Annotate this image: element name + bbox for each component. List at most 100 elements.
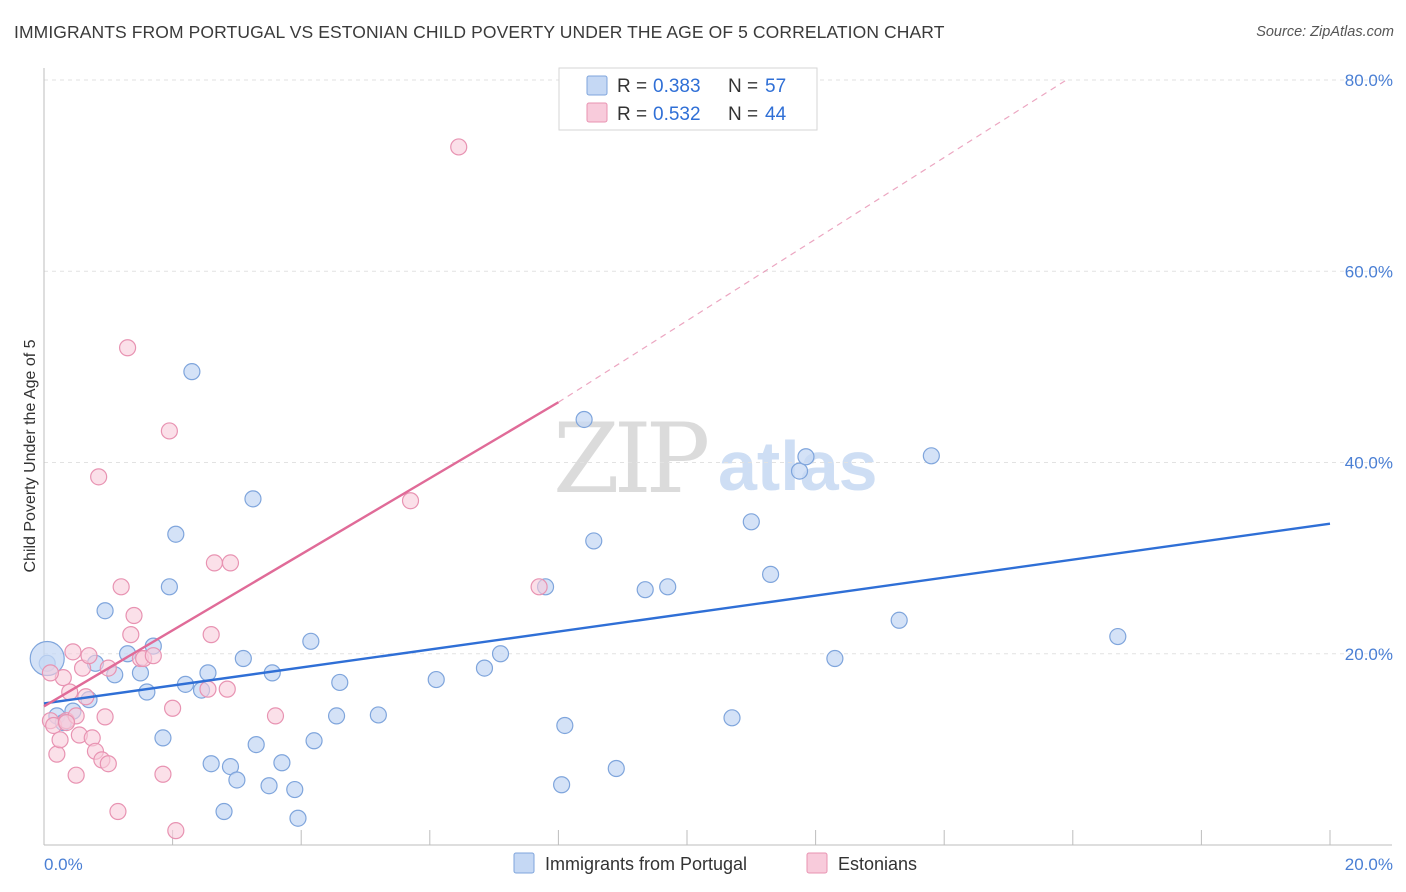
point-portugal — [475, 659, 494, 677]
point-estonians — [51, 731, 69, 749]
point-estonians — [160, 422, 178, 440]
legend-n-value-1: 57 — [765, 76, 786, 97]
point-portugal — [556, 716, 574, 735]
point-portugal — [228, 771, 246, 789]
x-tick-label: 20.0% — [1345, 855, 1393, 874]
point-portugal — [286, 780, 304, 799]
point-portugal — [260, 777, 278, 795]
point-portugal — [96, 602, 114, 620]
point-portugal — [202, 755, 220, 773]
legend-r-label-2: R = — [617, 104, 647, 125]
point-portugal — [585, 532, 603, 550]
legend-swatch-pink — [586, 102, 608, 123]
point-estonians — [167, 822, 185, 840]
y-tick-label: 20.0% — [1345, 645, 1393, 664]
point-estonians — [57, 713, 76, 732]
point-estonians — [125, 606, 143, 625]
bottom-legend-label-estonians: Estonians — [838, 854, 917, 874]
point-portugal — [247, 735, 265, 754]
point-portugal — [327, 707, 346, 725]
y-tick-label: 80.0% — [1345, 71, 1393, 90]
bottom-legend-swatch-estonians — [806, 852, 828, 874]
point-estonians — [90, 468, 108, 486]
series-estonians-points — [41, 138, 548, 840]
point-portugal — [331, 673, 349, 692]
point-estonians — [144, 647, 162, 665]
point-estonians — [202, 626, 220, 644]
point-portugal — [289, 809, 307, 827]
y-tick-label: 40.0% — [1345, 454, 1393, 473]
point-estonians — [450, 138, 468, 156]
point-estonians — [96, 708, 114, 726]
legend-n-label-1: N = — [728, 76, 758, 97]
point-portugal — [131, 664, 150, 682]
point-estonians — [41, 664, 60, 682]
point-portugal — [826, 649, 844, 668]
point-portugal — [369, 706, 387, 724]
point-portugal — [890, 611, 908, 629]
point-portugal — [553, 776, 571, 794]
point-portugal — [607, 759, 625, 778]
point-portugal — [742, 513, 760, 531]
point-estonians — [530, 578, 548, 596]
point-estonians — [205, 554, 223, 572]
point-portugal — [138, 683, 156, 701]
bottom-legend: Immigrants from Portugal Estonians — [513, 852, 917, 874]
point-portugal — [922, 447, 940, 465]
legend-swatch-blue — [586, 75, 608, 96]
trendlines — [43, 79, 1331, 708]
point-portugal — [790, 462, 809, 480]
point-estonians — [67, 766, 85, 784]
point-estonians — [112, 578, 130, 596]
point-portugal — [636, 581, 654, 599]
legend-r-value-1: 0.383 — [653, 76, 701, 97]
point-portugal — [234, 649, 252, 668]
point-portugal — [575, 410, 593, 429]
y-tick-label: 60.0% — [1345, 262, 1393, 281]
bottom-legend-label-portugal: Immigrants from Portugal — [545, 854, 747, 874]
y-axis-label: Child Poverty Under the Age of 5 — [22, 339, 39, 572]
legend-n-label-2: N = — [728, 104, 758, 125]
point-portugal — [305, 732, 323, 750]
point-estonians — [154, 765, 172, 783]
source-credit: Source: ZipAtlas.com — [1256, 24, 1394, 40]
point-estonians — [99, 755, 117, 773]
point-portugal — [244, 490, 262, 508]
point-estonians — [80, 647, 98, 665]
point-estonians — [199, 680, 217, 698]
point-portugal — [723, 709, 741, 727]
point-estonians — [266, 707, 285, 725]
point-portugal — [273, 754, 291, 772]
point-estonians — [164, 699, 182, 717]
legend-n-value-2: 44 — [765, 104, 787, 125]
point-portugal — [797, 448, 815, 466]
bottom-legend-swatch-portugal — [513, 852, 535, 874]
watermark: ZIP atlas — [553, 403, 878, 515]
legend-r-label-1: R = — [617, 76, 647, 97]
point-estonians — [118, 339, 137, 357]
point-estonians — [218, 680, 236, 698]
point-portugal — [761, 565, 780, 583]
point-estonians — [48, 745, 66, 763]
point-portugal — [167, 525, 185, 543]
point-estonians — [401, 492, 420, 510]
point-portugal — [427, 670, 445, 689]
point-portugal — [659, 578, 677, 596]
point-portugal — [1109, 627, 1127, 646]
x-tick-labels: 0.0% 20.0% — [44, 855, 1393, 874]
x-ticks — [43, 830, 1331, 845]
point-portugal — [183, 363, 201, 381]
x-tick-label: 0.0% — [44, 855, 83, 874]
point-estonians — [64, 643, 82, 661]
point-portugal — [154, 729, 172, 747]
y-tick-labels: 20.0% 40.0% 60.0% 80.0% — [1345, 71, 1393, 664]
point-portugal — [491, 645, 510, 663]
point-estonians — [109, 802, 127, 821]
point-estonians — [221, 554, 240, 572]
point-portugal — [160, 578, 178, 596]
trendline-portugal — [43, 522, 1331, 705]
legend-r-value-2: 0.532 — [653, 104, 701, 125]
trendline-estonians — [43, 401, 560, 708]
point-portugal — [215, 802, 233, 821]
